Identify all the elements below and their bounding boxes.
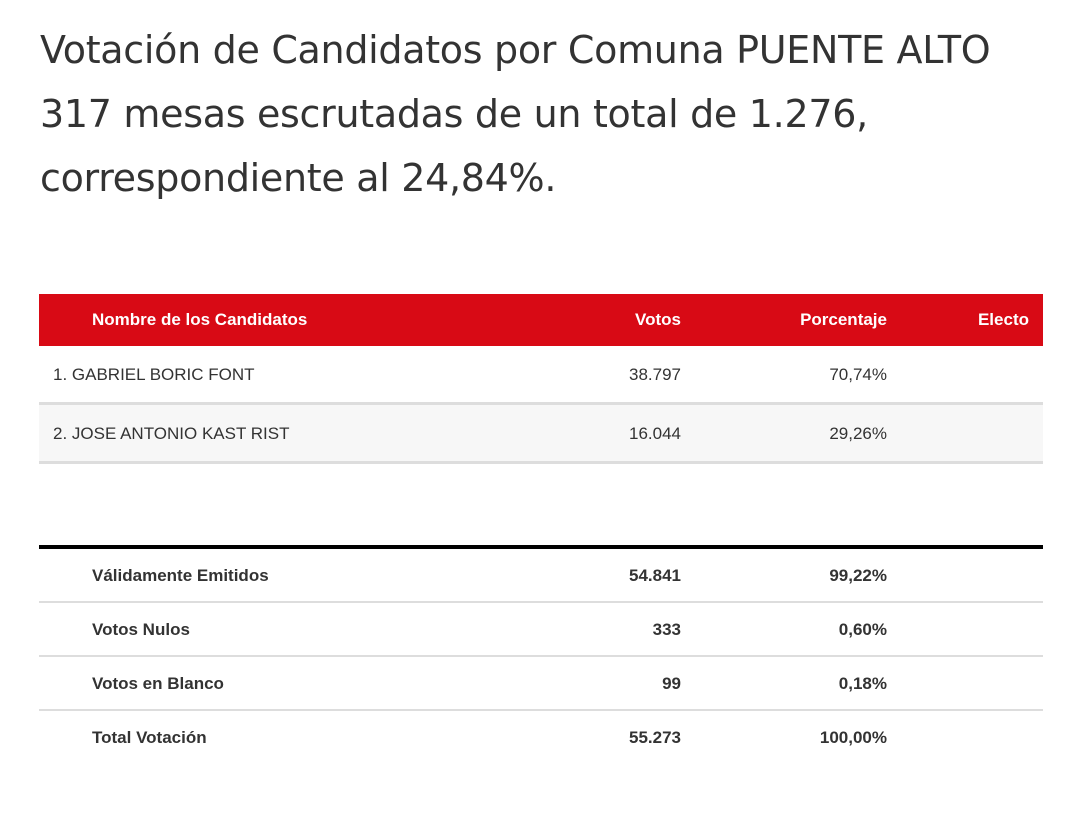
totals-table: Válidamente Emitidos 54.841 99,22% Votos… [39,545,1043,763]
title-line-tables-counted: 317 mesas escrutadas de un total de 1.27… [40,92,868,136]
totals-votes: 54.841 [629,566,681,585]
totals-label: Total Votación [92,728,207,747]
candidate-votes: 38.797 [629,365,681,384]
title-line-commune: Votación de Candidatos por Comuna PUENTE… [40,28,991,72]
candidate-percent: 29,26% [829,424,887,443]
totals-row: Votos Nulos 333 0,60% [39,603,1043,657]
totals-label: Votos Nulos [92,620,190,639]
candidate-percent: 70,74% [829,365,887,384]
totals-label: Votos en Blanco [92,674,224,693]
totals-percent: 99,22% [829,566,887,585]
totals-votes: 55.273 [629,728,681,747]
candidate-name: 1. GABRIEL BORIC FONT [53,365,255,384]
totals-percent: 100,00% [819,728,887,747]
candidates-table-header: Nombre de los Candidatos Votos Porcentaj… [39,294,1043,346]
column-header-elected: Electo [977,310,1029,329]
totals-row: Válidamente Emitidos 54.841 99,22% [39,549,1043,603]
candidate-row: 2. JOSE ANTONIO KAST RIST 16.044 29,26% [39,405,1043,464]
totals-label: Válidamente Emitidos [92,566,269,585]
totals-votes: 99 [662,674,681,693]
candidate-votes: 16.044 [629,424,681,443]
column-header-votes: Votos [635,310,681,329]
totals-votes: 333 [652,620,681,639]
totals-percent: 0,60% [838,620,887,639]
title-line-percentage: correspondiente al 24,84%. [40,156,557,200]
candidate-row: 1. GABRIEL BORIC FONT 38.797 70,74% [39,346,1043,405]
totals-row: Votos en Blanco 99 0,18% [39,657,1043,711]
totals-row: Total Votación 55.273 100,00% [39,711,1043,763]
column-header-percent: Porcentaje [800,310,887,329]
candidate-name: 2. JOSE ANTONIO KAST RIST [53,424,290,443]
page-title: Votación de Candidatos por Comuna PUENTE… [40,18,1050,210]
column-header-name: Nombre de los Candidatos [92,310,308,329]
candidates-table: Nombre de los Candidatos Votos Porcentaj… [39,294,1043,464]
totals-percent: 0,18% [838,674,887,693]
